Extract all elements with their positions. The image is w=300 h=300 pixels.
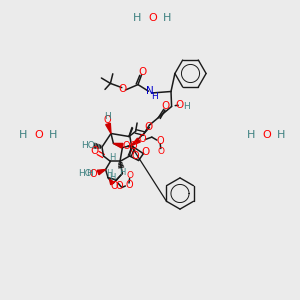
Text: HO: HO [81, 141, 94, 150]
Text: N: N [146, 86, 154, 96]
Text: O: O [148, 13, 157, 23]
Text: O: O [138, 67, 147, 77]
Text: HO: HO [78, 169, 92, 178]
Text: H: H [119, 168, 126, 177]
Text: H: H [104, 112, 111, 121]
Text: O: O [156, 136, 164, 146]
Polygon shape [110, 179, 114, 185]
Text: H: H [110, 172, 116, 182]
Text: H: H [277, 130, 286, 140]
Text: O: O [176, 100, 184, 110]
Text: H: H [151, 92, 158, 100]
Text: O: O [131, 151, 139, 161]
Text: O: O [119, 83, 127, 94]
Polygon shape [131, 138, 140, 146]
Text: O: O [126, 171, 133, 180]
Text: H: H [133, 13, 142, 23]
Text: O: O [158, 147, 165, 156]
Text: H: H [86, 169, 93, 178]
Polygon shape [106, 123, 111, 134]
Polygon shape [113, 143, 123, 148]
Text: O: O [90, 146, 99, 156]
Text: O: O [144, 122, 153, 133]
Text: O: O [138, 134, 146, 144]
Text: O: O [129, 141, 137, 151]
Text: H: H [110, 153, 116, 162]
Text: H: H [247, 130, 256, 140]
Text: O: O [122, 141, 130, 152]
Text: O: O [103, 115, 111, 125]
Text: H: H [19, 130, 28, 140]
Text: O: O [34, 130, 43, 140]
Text: O: O [142, 147, 150, 157]
Text: H: H [163, 13, 172, 23]
Text: H: H [183, 102, 190, 111]
Text: H: H [49, 130, 58, 140]
Text: O: O [90, 169, 98, 179]
Polygon shape [97, 169, 106, 175]
Text: H: H [106, 169, 113, 178]
Text: O: O [110, 181, 118, 191]
Text: O: O [116, 181, 123, 191]
Text: O: O [262, 130, 271, 140]
Text: O: O [125, 180, 133, 190]
Text: O: O [161, 101, 169, 111]
